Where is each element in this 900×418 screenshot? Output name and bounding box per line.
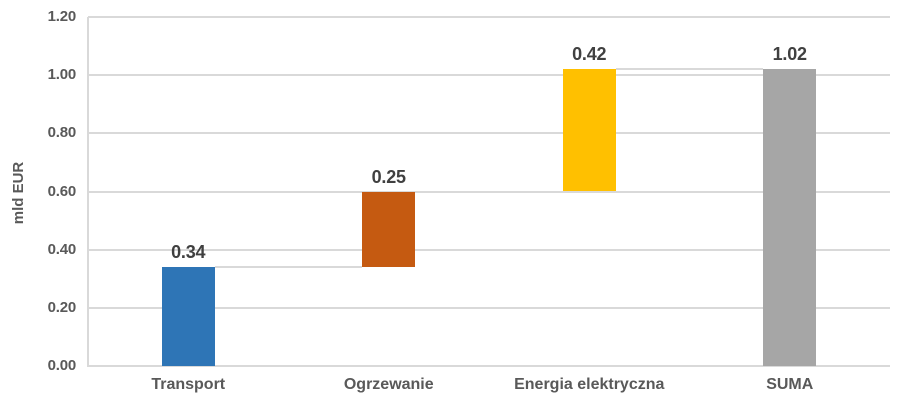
gridline bbox=[88, 16, 890, 18]
y-tick-label: 0.00 bbox=[47, 357, 77, 374]
category-label-transport: Transport bbox=[151, 376, 226, 393]
y-tick-label: 0.20 bbox=[47, 298, 77, 316]
category-label-energia-elektryczna: Energia elektryczna bbox=[514, 376, 665, 393]
y-tick-label: 1.00 bbox=[47, 66, 77, 84]
gridline bbox=[88, 248, 890, 251]
category-label-suma: SUMA bbox=[766, 376, 814, 393]
gridline bbox=[88, 306, 890, 309]
gridline bbox=[88, 365, 890, 367]
bar-value-label-suma: 1.02 bbox=[772, 44, 807, 65]
category-label-ogrzewanie: Ogrzewanie bbox=[343, 376, 434, 393]
connector-line bbox=[214, 266, 363, 269]
bar-suma bbox=[763, 69, 817, 366]
y-tick-label: 1.20 bbox=[47, 8, 77, 25]
gridline bbox=[88, 132, 890, 135]
bar-value-label-energia-elektryczna: 0.42 bbox=[572, 44, 607, 65]
bar-transport bbox=[161, 267, 215, 366]
y-tick-label: 0.40 bbox=[47, 240, 77, 258]
connector-line bbox=[415, 190, 563, 193]
y-axis-line bbox=[87, 17, 89, 367]
bar-ogrzewanie bbox=[362, 191, 416, 268]
bar-value-label-ogrzewanie: 0.25 bbox=[371, 166, 406, 187]
y-tick-label: 0.60 bbox=[47, 182, 77, 200]
bar-value-label-transport: 0.34 bbox=[171, 242, 206, 263]
bar-energia-elektryczna bbox=[562, 69, 616, 192]
y-tick-label: 0.80 bbox=[47, 124, 77, 142]
gridline bbox=[88, 74, 890, 77]
connector-line bbox=[615, 68, 764, 71]
